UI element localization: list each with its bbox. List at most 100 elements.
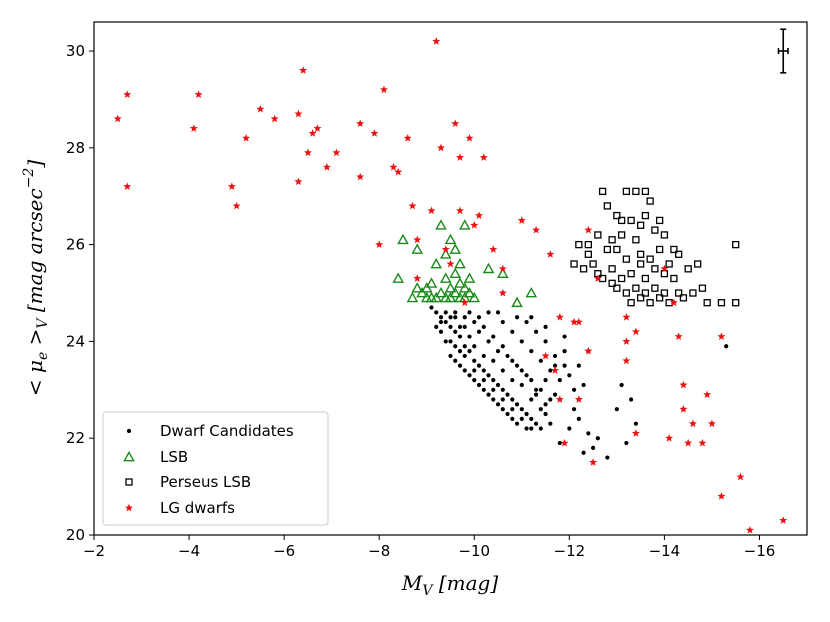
- data-point: [123, 182, 132, 190]
- data-point: [562, 363, 567, 368]
- data-point: [584, 240, 592, 249]
- legend-marker-perseus-lsb: [125, 478, 133, 486]
- data-point: [486, 392, 491, 397]
- data-point: [491, 378, 496, 383]
- data-point: [406, 291, 419, 303]
- data-point: [665, 260, 673, 268]
- legend-label-lg-dwarfs: LG dwarfs: [160, 499, 235, 517]
- data-point: [541, 351, 550, 360]
- data-point: [622, 255, 631, 263]
- data-point: [543, 402, 548, 407]
- data-point: [552, 392, 558, 397]
- y-tick-label: 24: [66, 332, 85, 350]
- data-point: [389, 162, 398, 171]
- data-point: [636, 260, 645, 268]
- data-point: [562, 334, 567, 339]
- x-tick-label: −12: [554, 542, 586, 560]
- data-point: [524, 373, 529, 378]
- data-point: [510, 329, 515, 334]
- data-point: [717, 332, 726, 340]
- data-point: [476, 315, 482, 320]
- data-point: [476, 363, 482, 368]
- data-point: [481, 353, 486, 359]
- data-point: [495, 310, 501, 315]
- data-point: [299, 66, 308, 74]
- data-point: [519, 416, 524, 421]
- data-point: [505, 411, 510, 417]
- data-point: [524, 319, 529, 325]
- data-point: [567, 373, 572, 378]
- data-point: [732, 240, 740, 249]
- data-point: [633, 421, 638, 426]
- data-point: [636, 221, 645, 229]
- data-point: [411, 243, 424, 254]
- data-point: [457, 348, 463, 354]
- data-point: [532, 225, 541, 234]
- data-point: [688, 419, 697, 428]
- data-point: [356, 172, 365, 181]
- data-point: [453, 310, 458, 315]
- data-point: [552, 363, 558, 368]
- data-point: [548, 368, 553, 373]
- data-point: [543, 411, 548, 417]
- data-point: [543, 324, 548, 329]
- data-point: [576, 363, 581, 368]
- data-point: [481, 324, 486, 329]
- data-point: [332, 148, 341, 157]
- data-point: [717, 492, 726, 500]
- data-point: [467, 373, 472, 378]
- data-point: [617, 216, 626, 225]
- data-point: [665, 299, 673, 307]
- legend-marker-dwarf-candidates: [126, 428, 132, 434]
- data-point: [457, 363, 463, 368]
- data-point: [689, 289, 697, 297]
- data-point: [430, 257, 443, 269]
- data-point: [533, 421, 539, 426]
- data-point: [413, 235, 422, 244]
- data-point: [514, 402, 520, 407]
- data-point: [481, 368, 486, 373]
- data-point: [498, 264, 507, 273]
- data-point: [555, 395, 564, 403]
- data-point: [538, 387, 543, 392]
- data-point: [595, 436, 600, 441]
- data-point: [617, 274, 626, 283]
- data-point: [443, 319, 448, 325]
- data-point: [538, 426, 543, 431]
- data-point: [408, 201, 417, 210]
- data-point: [294, 177, 303, 186]
- data-point: [651, 226, 659, 234]
- data-point: [476, 329, 482, 334]
- data-point: [679, 380, 688, 389]
- data-point: [557, 440, 562, 446]
- data-point: [622, 289, 631, 297]
- data-point: [576, 416, 581, 421]
- data-point: [482, 262, 495, 274]
- data-point: [575, 240, 583, 249]
- data-point: [491, 397, 496, 402]
- data-point: [594, 231, 602, 239]
- data-point: [538, 358, 543, 363]
- data-point: [435, 219, 447, 230]
- data-point: [745, 525, 754, 534]
- data-point: [495, 402, 501, 407]
- data-point: [622, 337, 631, 345]
- data-point: [495, 348, 501, 354]
- data-point: [632, 187, 640, 196]
- data-point: [524, 411, 529, 417]
- legend-label-lsb: LSB: [160, 448, 188, 466]
- x-axis-label: MV [mag]: [401, 571, 498, 599]
- data-point: [641, 187, 650, 196]
- data-point: [567, 426, 572, 431]
- data-point: [581, 382, 586, 388]
- data-point: [571, 407, 577, 412]
- data-point: [379, 85, 388, 94]
- data-point: [443, 310, 448, 315]
- data-point: [694, 260, 702, 268]
- data-point: [392, 272, 405, 283]
- y-tick-label: 20: [66, 526, 85, 544]
- data-point: [491, 358, 496, 363]
- data-point: [675, 250, 683, 258]
- data-point: [591, 445, 596, 450]
